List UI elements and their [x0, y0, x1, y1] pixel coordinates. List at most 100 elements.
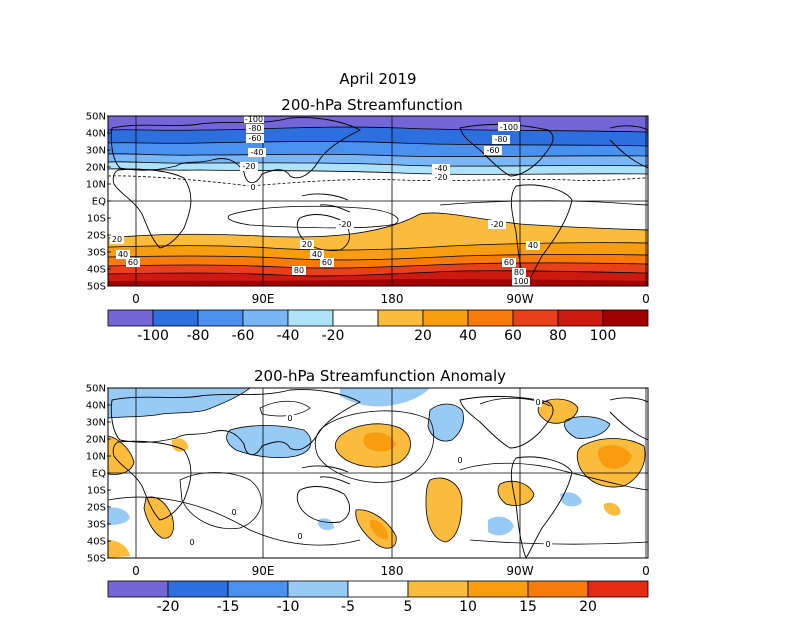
- lat-tick-label: 50S: [87, 554, 106, 565]
- colorbar-swatch: [152, 309, 199, 327]
- contour-label: -60: [248, 134, 261, 143]
- contour-label: -100: [500, 123, 518, 132]
- colorbar-label: 20: [579, 599, 597, 615]
- lat-tick-label: 50N: [86, 112, 106, 123]
- lon-tick-label: 90W: [506, 292, 533, 306]
- lat-tick-label: 50S: [87, 282, 106, 293]
- colorbar-swatch: [377, 309, 424, 327]
- colorbar-swatch: [422, 309, 469, 327]
- contour-label: 100: [513, 277, 528, 286]
- band-n-80: [108, 127, 648, 146]
- contour-label: 60: [504, 258, 514, 267]
- colorbar-label: -20: [322, 328, 345, 344]
- colorbar-swatch: [287, 580, 349, 598]
- contour-label: -20: [490, 220, 503, 229]
- contour-label: 20: [112, 235, 122, 244]
- lon-tick-label: 0: [642, 564, 650, 578]
- colorbar-label: 5: [404, 599, 413, 615]
- colorbar-swatch: [347, 580, 409, 598]
- colorbar-label: 15: [519, 599, 537, 615]
- panel2-map: 0 0 0 0 0 0 0: [108, 388, 648, 558]
- panel2-title: 200-hPa Streamfunction Anomaly: [254, 367, 506, 385]
- coastlines-2: [110, 389, 648, 558]
- contour-label: 0: [545, 540, 550, 549]
- lon-tick-label: 0: [132, 292, 140, 306]
- lat-tick-label: 10S: [87, 214, 106, 225]
- contour-label: -20: [338, 220, 351, 229]
- colorbar-swatch: [557, 309, 604, 327]
- colorbar-label: 60: [504, 328, 522, 344]
- panel1-colorbar: -100 -80 -60 -40 -20 20 40 60 80 100: [107, 309, 649, 344]
- lat-tick-label: 30S: [87, 248, 106, 259]
- contour-label: 60: [322, 258, 332, 267]
- lat-tick-label: EQ: [92, 469, 106, 480]
- lon-tick-label: 90W: [506, 564, 533, 578]
- colorbar-label: -15: [217, 599, 240, 615]
- contour-label: 0: [457, 456, 462, 465]
- lon-tick-label: 90E: [252, 564, 275, 578]
- lon-tick-label: 0: [132, 564, 140, 578]
- lat-tick-label: 40S: [87, 537, 106, 548]
- lon-tick-label: 0: [642, 292, 650, 306]
- colorbar-swatch: [167, 580, 229, 598]
- contour-label: -20: [434, 173, 447, 182]
- panel2-contour-labels: 0 0 0 0 0 0 0: [188, 398, 552, 549]
- contour-label: -80: [494, 135, 507, 144]
- colorbar-label: -100: [137, 328, 169, 344]
- colorbar-label: -60: [232, 328, 255, 344]
- lat-tick-label: 30N: [86, 418, 106, 429]
- lat-tick-label: 40N: [86, 401, 106, 412]
- colorbar-label: -10: [277, 599, 300, 615]
- lat-tick-label: 20N: [86, 163, 106, 174]
- contour-label: 0: [297, 532, 302, 541]
- colorbar-swatch: [407, 580, 469, 598]
- colorbar-swatch: [287, 309, 334, 327]
- colorbar-label: 20: [414, 328, 432, 344]
- colorbar-label: -80: [187, 328, 210, 344]
- panel1-lat-axis: 50N 40N 30N 20N 10N EQ 10S 20S 30S 40S 50S: [86, 112, 111, 293]
- contour-label: -20: [242, 162, 255, 171]
- lat-tick-label: 10N: [86, 452, 106, 463]
- contour-label: 40: [312, 250, 322, 259]
- panel1-title: 200-hPa Streamfunction: [281, 96, 462, 114]
- contour-label: 80: [294, 266, 304, 275]
- colorbar-label: -20: [157, 599, 180, 615]
- colorbar-swatch: [587, 580, 649, 598]
- contour-label: 40: [118, 250, 128, 259]
- lat-tick-label: 20S: [87, 503, 106, 514]
- contour-label: 0: [250, 183, 255, 192]
- contour-label: -40: [250, 148, 263, 157]
- panel2-lat-axis: 50N 40N 30N 20N 10N EQ 10S 20S 30S 40S 50S: [86, 384, 111, 565]
- lat-tick-label: 30S: [87, 520, 106, 531]
- colorbar-swatch: [602, 309, 649, 327]
- panel1-lon-axis: 0 90E 180 90W 0: [132, 292, 650, 306]
- figure-title: April 2019: [339, 70, 416, 88]
- lat-tick-label: 10N: [86, 180, 106, 191]
- anomaly-negative: [108, 388, 610, 536]
- lat-tick-label: 20N: [86, 435, 106, 446]
- colorbar-swatch: [197, 309, 244, 327]
- colorbar-label: 80: [549, 328, 567, 344]
- contour-label: 80: [514, 268, 524, 277]
- contour-label: 40: [528, 241, 538, 250]
- colorbar-label: -5: [341, 599, 355, 615]
- colorbar-label: 10: [459, 599, 477, 615]
- contour-label: 60: [128, 258, 138, 267]
- colorbar-swatch: [527, 580, 589, 598]
- colorbar-swatch: [332, 309, 379, 327]
- lon-tick-label: 180: [381, 564, 404, 578]
- colorbar-swatch: [242, 309, 289, 327]
- colorbar-swatch: [107, 309, 154, 327]
- lon-tick-label: 180: [381, 292, 404, 306]
- lat-tick-label: 40S: [87, 265, 106, 276]
- colorbar-swatch: [467, 580, 529, 598]
- lon-tick-label: 90E: [252, 292, 275, 306]
- contour-label: -60: [486, 146, 499, 155]
- colorbar-swatch: [227, 580, 289, 598]
- panel1-contour-labels: -100 -80 -60 -40 -20 0 -100 -80 -60 -40 …: [110, 116, 540, 286]
- contour-label: 20: [302, 240, 312, 249]
- lat-tick-label: 10S: [87, 486, 106, 497]
- colorbar-label: -40: [277, 328, 300, 344]
- contour-label: -40: [434, 164, 447, 173]
